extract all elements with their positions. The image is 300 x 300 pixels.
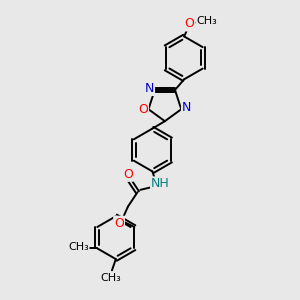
Text: CH₃: CH₃: [196, 16, 217, 26]
Text: O: O: [184, 17, 194, 31]
Text: CH₃: CH₃: [68, 242, 88, 252]
Text: O: O: [138, 103, 148, 116]
Text: O: O: [123, 168, 133, 181]
Text: NH: NH: [151, 177, 170, 190]
Text: CH₃: CH₃: [100, 272, 121, 283]
Text: N: N: [145, 82, 154, 95]
Text: N: N: [182, 101, 191, 114]
Text: O: O: [114, 217, 124, 230]
